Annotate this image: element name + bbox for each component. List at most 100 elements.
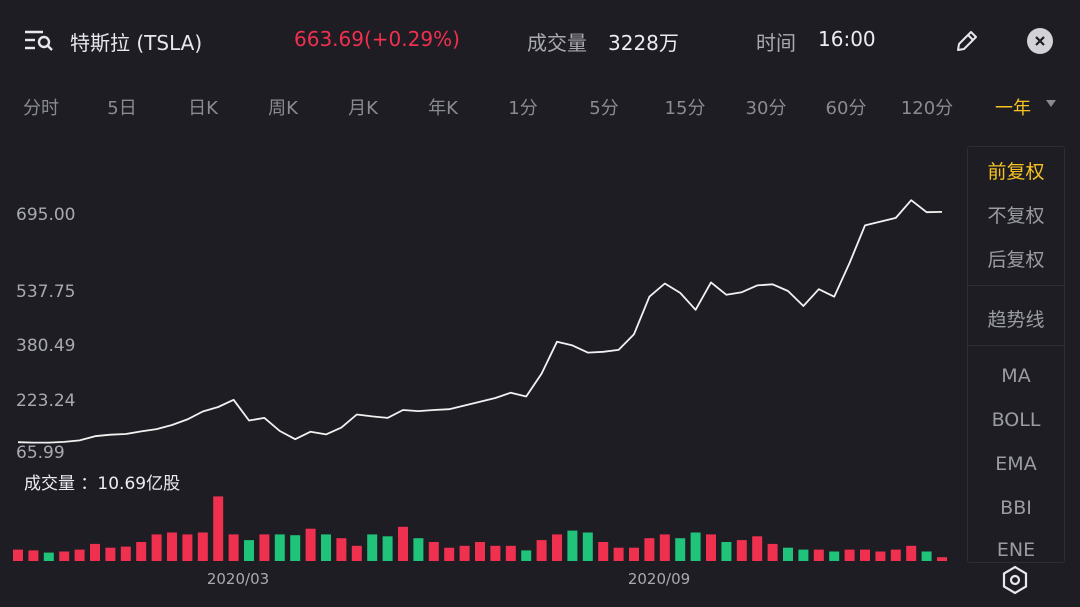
time-label: 时间	[756, 31, 796, 55]
volume-bar	[43, 552, 54, 561]
volume-bar	[274, 534, 285, 561]
menu-search-icon[interactable]	[24, 27, 54, 53]
volume-bar	[675, 538, 686, 561]
stock-title: 特斯拉 (TSLA)	[70, 31, 203, 55]
volume-bar	[459, 545, 470, 561]
tab-daily-k[interactable]: 日K	[188, 98, 218, 119]
volume-bar	[813, 549, 824, 561]
tab-15min[interactable]: 15分	[664, 98, 706, 119]
volume-bar	[552, 534, 562, 561]
volume-label: 成交量	[527, 31, 587, 55]
volume-bar	[706, 534, 716, 561]
volume-bar	[567, 530, 578, 561]
volume-bar	[598, 542, 609, 561]
tab-60min[interactable]: 60分	[825, 98, 867, 119]
y-tick-label: 65.99	[16, 443, 65, 463]
volume-bar	[413, 538, 424, 561]
indicator-ene[interactable]: ENE	[996, 539, 1036, 561]
tab-5day[interactable]: 5日	[107, 98, 137, 119]
x-tick-label: 2020/09	[627, 570, 691, 588]
volume-bar	[28, 550, 39, 561]
indicator-boll[interactable]: BOLL	[991, 409, 1041, 431]
volume-bar	[613, 547, 624, 561]
divider	[968, 285, 1064, 286]
time-value: 16:00	[818, 27, 876, 51]
volume-bar	[829, 551, 840, 561]
price-change: 663.69(+0.29%)	[294, 27, 460, 51]
period-tabs: 分时 5日 日K 周K 月K 年K 1分 5分 15分 30分 60分 120分…	[0, 88, 1080, 124]
tab-yearly-k[interactable]: 年K	[428, 98, 458, 119]
indicator-ma[interactable]: MA	[1001, 365, 1031, 387]
volume-bar	[398, 526, 408, 561]
indicator-ema[interactable]: EMA	[995, 453, 1037, 475]
volume-bar	[844, 549, 855, 561]
volume-bar	[798, 549, 809, 561]
volume-bar	[536, 540, 547, 561]
volume-bar	[937, 557, 947, 561]
volume-bar	[921, 551, 932, 561]
tab-5min[interactable]: 5分	[589, 98, 619, 119]
adjust-forward[interactable]: 前复权	[987, 161, 1045, 183]
volume-bar	[906, 545, 917, 561]
tab-120min[interactable]: 120分	[900, 98, 954, 119]
adjust-backward[interactable]: 后复权	[987, 249, 1045, 271]
volume-bar	[59, 551, 70, 561]
volume-bar	[428, 542, 439, 561]
volume-bar	[659, 534, 670, 561]
adjust-none[interactable]: 不复权	[987, 205, 1045, 227]
volume-bar	[490, 545, 501, 561]
volume-bar	[721, 542, 732, 561]
volume-bar	[860, 549, 870, 561]
tab-monthly-k[interactable]: 月K	[348, 98, 378, 119]
tab-one-year[interactable]: 一年	[995, 98, 1031, 119]
volume-summary: 成交量 ：10.69亿股	[24, 474, 181, 494]
volume-bar	[505, 545, 516, 561]
pencil-icon[interactable]	[954, 28, 980, 54]
volume-bar	[120, 546, 131, 561]
chevron-down-icon[interactable]	[1046, 100, 1056, 107]
volume-bar	[213, 496, 224, 561]
volume-bar	[13, 549, 23, 561]
volume-bar	[644, 538, 655, 561]
indicator-bbi[interactable]: BBI	[1000, 497, 1032, 519]
volume-bar	[367, 534, 378, 561]
volume-bar	[321, 534, 331, 561]
volume-bar	[228, 534, 239, 561]
volume-bar	[305, 528, 316, 561]
volume-bar	[197, 532, 208, 561]
y-tick-label: 380.49	[16, 336, 76, 356]
volume-bar	[382, 536, 393, 561]
tab-intraday[interactable]: 分时	[23, 98, 59, 119]
volume-bar	[475, 542, 485, 561]
divider	[968, 345, 1064, 346]
volume-bar	[244, 540, 254, 561]
volume-bar	[105, 547, 116, 561]
volume-bar	[736, 540, 747, 561]
price-line	[17, 199, 943, 444]
settings-hexagon-icon[interactable]	[1001, 565, 1029, 595]
volume-bar	[629, 547, 639, 561]
y-tick-label: 223.24	[16, 391, 76, 411]
tab-30min[interactable]: 30分	[745, 98, 787, 119]
volume-bar	[875, 551, 886, 561]
close-icon[interactable]	[1027, 28, 1053, 54]
tab-1min[interactable]: 1分	[508, 98, 538, 119]
y-tick-label: 695.00	[16, 205, 76, 225]
volume-bar	[151, 534, 162, 561]
tab-weekly-k[interactable]: 周K	[268, 98, 298, 119]
volume-bar	[783, 547, 793, 561]
volume-bar	[890, 549, 901, 561]
trend-line-item[interactable]: 趋势线	[987, 309, 1045, 331]
volume-bar	[582, 532, 593, 561]
x-tick-label: 2020/03	[206, 570, 270, 588]
volume-bar	[259, 534, 270, 561]
volume-bar	[767, 543, 778, 561]
volume-bar	[521, 550, 532, 561]
volume-bar	[690, 532, 701, 561]
volume-bar	[136, 542, 147, 561]
volume-bar	[167, 532, 177, 561]
volume-bar	[336, 538, 347, 561]
volume-bar	[444, 547, 455, 561]
volume-bar	[351, 545, 362, 561]
